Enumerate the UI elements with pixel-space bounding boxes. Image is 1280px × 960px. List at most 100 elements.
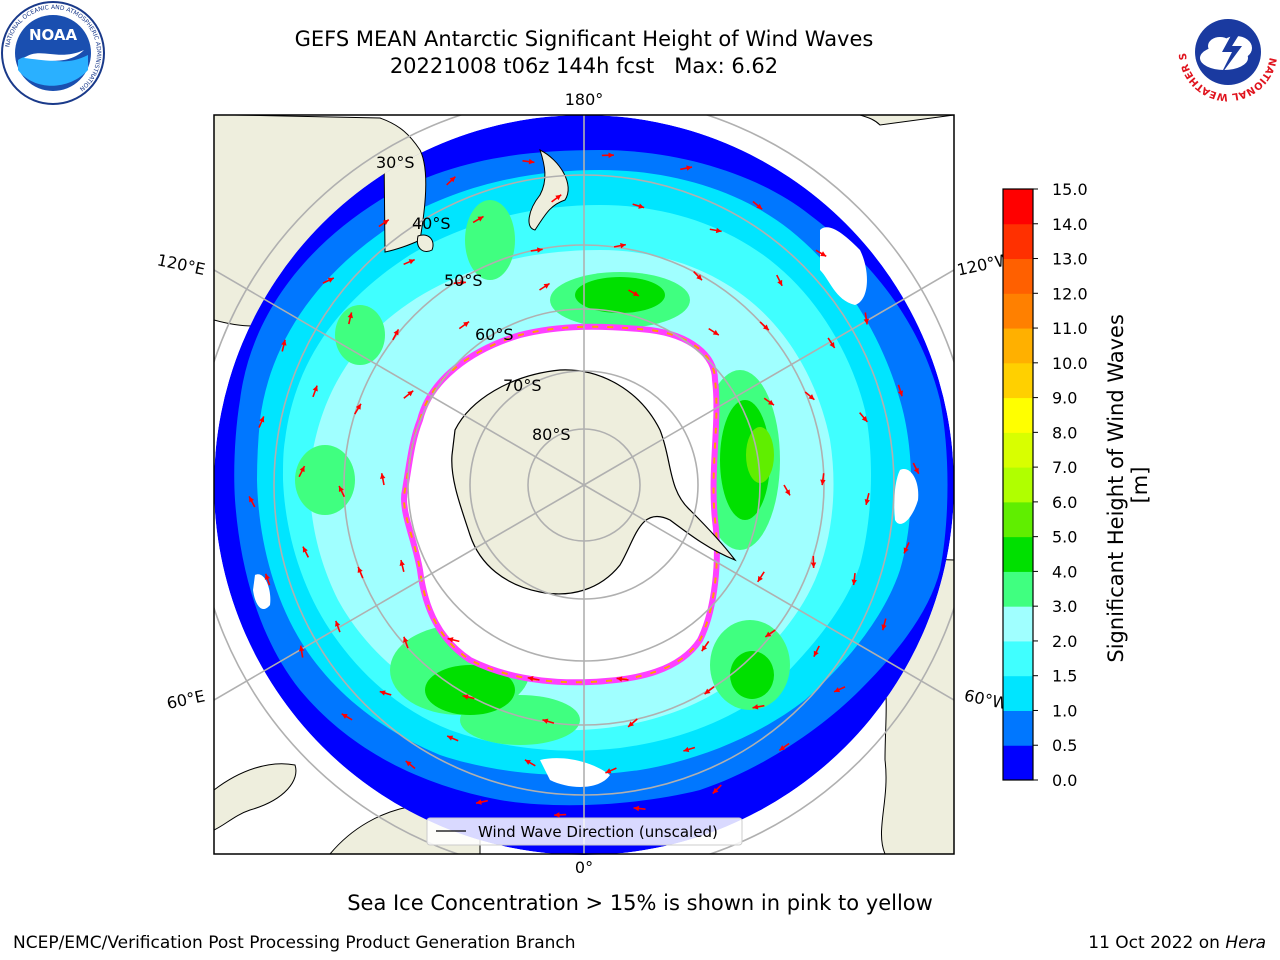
wind-wave-arrow-head: [851, 579, 857, 586]
wind-wave-arrow-head: [347, 312, 353, 319]
wind-wave-arrow-head: [777, 279, 783, 286]
wind-wave-arrow-head: [605, 768, 612, 774]
wind-wave-direction-arrows: [248, 152, 920, 818]
footer-date-text: 11 Oct 2022 on: [1088, 933, 1226, 953]
wind-wave-arrow-head: [757, 575, 763, 582]
wind-wave-arrow-head: [542, 718, 549, 724]
wind-wave-arrow-head: [312, 385, 318, 392]
colorbar-swatch: [1003, 640, 1033, 677]
wind-wave-arrow-head: [299, 466, 305, 473]
colorbar-swatch: [1003, 606, 1033, 642]
wind-wave-arrow-head: [554, 812, 560, 818]
wind-wave-arrow-head: [820, 251, 827, 257]
legend-label: Wind Wave Direction (unscaled): [478, 823, 718, 841]
lat-label-60s: 60°S: [475, 325, 514, 344]
wind-wave-arrow-head: [712, 329, 719, 336]
footer-credit: NCEP/EMC/Verification Post Processing Pr…: [13, 933, 576, 953]
wind-wave-arrow-head: [704, 688, 711, 695]
wind-wave-arrow-head: [407, 390, 414, 397]
wind-wave-arrow-head: [447, 735, 454, 741]
colorbar-swatch: [1003, 536, 1033, 572]
wind-wave-arrow-head: [701, 645, 708, 652]
wind-wave-arrow-head: [696, 274, 702, 281]
colorbar-tick-label: 7.0: [1052, 458, 1077, 477]
wind-wave-arrow-head: [632, 290, 639, 296]
wind-wave-arrow-head: [249, 496, 255, 503]
colorbar-tick-label: 5.0: [1052, 528, 1077, 547]
wind-wave-arrow-head: [784, 489, 790, 496]
colorbar-swatch: [1003, 189, 1033, 225]
wind-wave-arrow-head: [463, 321, 470, 327]
chart-title: GEFS MEAN Antarctic Significant Height o…: [294, 27, 874, 51]
colorbar-swatch: [1003, 223, 1033, 260]
wind-wave-arrow-head: [756, 203, 763, 210]
nws-logo: NATIONAL WEATHER SERVICE: [1176, 0, 1278, 102]
lat-label-30s: 30°S: [376, 153, 415, 172]
wind-wave-arrow-head: [763, 324, 769, 331]
wind-wave-arrow-head: [408, 259, 415, 265]
wind-wave-arrow-head: [357, 566, 363, 573]
colorbar: [1002, 188, 1034, 781]
colorbar-tick-label: 8.0: [1052, 423, 1077, 442]
colorbar-tick-label: 2.0: [1052, 632, 1077, 651]
wind-wave-arrow-head: [752, 704, 759, 710]
colorbar-tick-label: 9.0: [1052, 389, 1077, 408]
wind-wave-arrow-head: [477, 216, 484, 222]
colorbar-swatch: [1003, 432, 1033, 468]
colorbar-swatch: [1003, 397, 1033, 433]
colorbar-tick-label: 10.0: [1052, 354, 1088, 373]
lat-label-40s: 40°S: [412, 214, 451, 233]
wind-wave-arrow-head: [341, 713, 348, 719]
colorbar-ticks: 0.0 0.5 1.0 1.5 2.0 3.0 4.0 5.0 6.0 7.0 8.0 9.0 10.0…: [1033, 180, 1088, 790]
wind-wave-arrow-head: [281, 339, 287, 346]
wind-wave-arrow-head: [715, 227, 722, 234]
noaa-logo: NOAA NATIONAL OCEANIC AND ATMOSPHERIC AD…: [1, 1, 105, 105]
wind-wave-arrow-head: [864, 499, 870, 505]
colorbar-tick-label: 1.5: [1052, 667, 1077, 686]
wind-wave-arrow-head: [863, 318, 870, 325]
wind-wave-arrow-head: [686, 165, 692, 171]
colorbar-swatch: [1003, 362, 1033, 399]
wind-wave-arrow-head: [765, 631, 772, 637]
colorbar-swatch: [1003, 675, 1033, 711]
wind-wave-arrow-head: [768, 399, 774, 406]
wind-wave-arrow-head: [449, 176, 456, 183]
lat-label-50s: 50°S: [444, 271, 483, 290]
colorbar-tick-label: 13.0: [1052, 250, 1088, 269]
wind-wave-arrow-head: [382, 219, 389, 225]
wind-wave-arrow-head: [327, 277, 334, 283]
colorbar-swatch: [1003, 710, 1033, 746]
lon-label-60e: 60°E: [165, 686, 207, 713]
wind-wave-arrow-head: [633, 805, 640, 812]
colorbar-label: Significant Height of Wind Waves [m]: [1104, 307, 1152, 662]
wind-wave-arrow-head: [555, 194, 562, 201]
lat-label-70s: 70°S: [503, 376, 542, 395]
lon-label-0: 0°: [575, 858, 593, 877]
wind-wave-arrow-head: [335, 620, 341, 627]
colorbar-tick-label: 3.0: [1052, 597, 1077, 616]
noaa-logo-text: NOAA: [29, 26, 78, 44]
lat-label-80s: 80°S: [532, 425, 571, 444]
colorbar-tick-label: 11.0: [1052, 319, 1088, 338]
lon-label-180: 180°: [565, 90, 604, 109]
colorbar-frame: [1002, 188, 1034, 781]
sea-ice-caption: Sea Ice Concentration > 15% is shown in …: [347, 891, 933, 915]
map-frame: [213, 114, 955, 855]
wind-wave-arrow-head: [259, 416, 265, 423]
graticule: [214, 115, 954, 854]
wind-wave-arrow-head: [813, 650, 819, 657]
footer-date: 11 Oct 2022 on Hera: [1088, 933, 1266, 953]
wind-wave-arrow-head: [403, 636, 409, 643]
wind-wave-arrow-head: [897, 390, 904, 397]
colorbar-tick-label: 6.0: [1052, 493, 1077, 512]
wind-wave-arrow-head: [447, 637, 454, 643]
colorbar-swatch: [1003, 571, 1033, 607]
wind-wave-arrow-head: [543, 283, 550, 289]
colorbar-tick-label: 15.0: [1052, 180, 1088, 199]
wind-wave-arrow-head: [712, 787, 719, 794]
wave-height-field: [214, 115, 954, 855]
wind-wave-arrow-head: [460, 280, 466, 286]
chart-subtitle: 20221008 t06z 144h fcst Max: 6.62: [389, 54, 779, 78]
wind-wave-arrow-head: [338, 485, 344, 492]
